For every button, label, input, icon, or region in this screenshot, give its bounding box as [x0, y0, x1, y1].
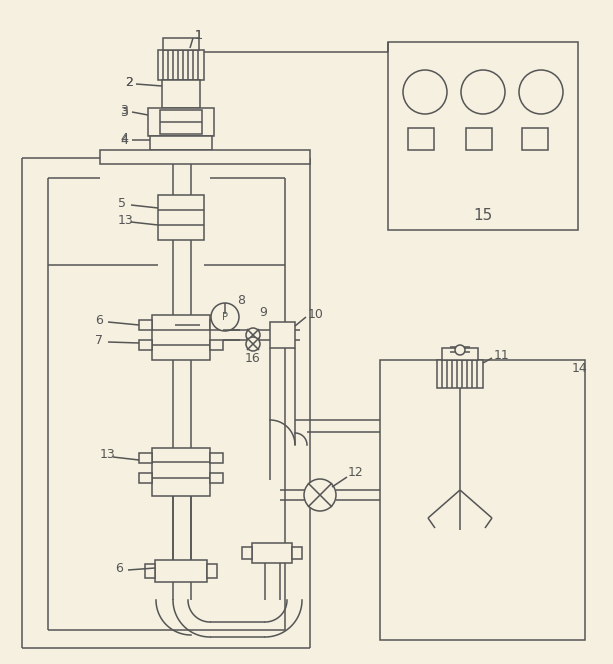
Text: 9: 9	[259, 305, 267, 319]
Text: 6: 6	[115, 562, 123, 574]
Bar	[210, 340, 223, 350]
Bar	[210, 453, 223, 463]
Text: 11: 11	[494, 349, 510, 361]
Text: 1: 1	[195, 29, 203, 42]
Bar	[150, 136, 212, 150]
Text: 16: 16	[245, 351, 261, 365]
Bar	[139, 473, 152, 483]
Text: 14: 14	[572, 361, 588, 374]
Bar	[139, 340, 152, 350]
Text: 15: 15	[473, 207, 493, 222]
Circle shape	[246, 328, 260, 342]
Bar	[252, 543, 292, 563]
Text: 3: 3	[120, 104, 128, 116]
Text: 5: 5	[118, 197, 126, 210]
Text: 2: 2	[125, 76, 133, 88]
Text: P: P	[222, 312, 228, 322]
Text: 4: 4	[120, 133, 128, 147]
Circle shape	[304, 479, 336, 511]
Bar	[145, 564, 155, 578]
Circle shape	[461, 70, 505, 114]
Circle shape	[246, 337, 260, 351]
Text: 6: 6	[95, 313, 103, 327]
Bar	[139, 453, 152, 463]
Bar	[160, 110, 202, 134]
Bar	[139, 320, 152, 330]
Bar	[466, 128, 492, 150]
Text: 4: 4	[120, 131, 128, 145]
Bar	[162, 80, 200, 108]
Bar	[210, 473, 223, 483]
Text: 2: 2	[125, 76, 133, 88]
Bar	[100, 150, 310, 164]
Text: 3: 3	[120, 106, 128, 118]
Bar	[408, 128, 434, 150]
Bar	[158, 50, 204, 80]
Bar	[292, 547, 302, 559]
Text: 10: 10	[308, 307, 324, 321]
Bar	[152, 315, 210, 360]
Circle shape	[519, 70, 563, 114]
Bar	[270, 322, 295, 348]
Text: 7: 7	[95, 333, 103, 347]
Bar	[158, 195, 204, 240]
Bar	[380, 360, 585, 640]
Bar	[163, 38, 199, 50]
Circle shape	[455, 345, 465, 355]
Bar	[388, 42, 578, 230]
Bar	[148, 108, 214, 136]
Text: 8: 8	[237, 293, 245, 307]
Bar	[522, 128, 548, 150]
Bar	[437, 360, 483, 388]
Bar	[210, 320, 223, 330]
Circle shape	[403, 70, 447, 114]
Bar	[152, 448, 210, 496]
Text: 13: 13	[100, 448, 116, 461]
Bar	[242, 547, 252, 559]
Text: 13: 13	[118, 214, 134, 226]
Bar	[207, 564, 217, 578]
Bar	[442, 348, 478, 360]
Bar	[155, 560, 207, 582]
Circle shape	[211, 303, 239, 331]
Text: 1: 1	[195, 29, 203, 42]
Text: 12: 12	[348, 467, 364, 479]
